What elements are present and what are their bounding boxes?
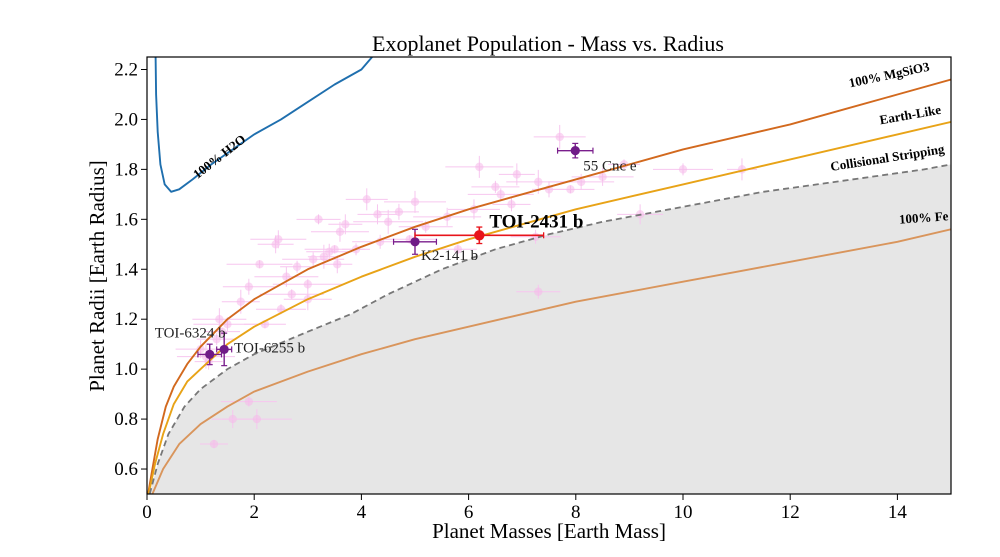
background-planet [373,210,382,219]
y-tick-label: 1.0 [114,359,138,380]
x-tick-label: 2 [249,502,259,523]
toi-2431-b-label: TOI-2431 b [489,211,583,232]
background-planet [453,245,463,254]
plot-frame [146,56,952,495]
highlight-planet [414,226,545,245]
x-tick-label: 12 [781,502,800,523]
55-cnc-e-point [570,146,580,156]
background-planet [212,334,221,344]
background-planet [491,182,500,192]
y-tick-label: 1.6 [114,209,138,230]
background-planet [319,252,329,261]
k2-141-b-point [410,237,420,247]
background-planet [236,297,245,306]
toi-2431-b-point [474,230,485,241]
background-planet [252,414,262,424]
y-tick-label: 2.2 [114,59,138,80]
x-tick-label: 4 [357,502,367,523]
background-planet [333,260,342,269]
background-planet [314,215,323,224]
background-planet [555,132,564,142]
composition-curves [147,57,951,494]
x-tick-label: 0 [142,502,152,523]
background-planet [292,262,302,271]
collisional-stripping-curve [148,163,951,494]
background-planet [534,287,543,296]
100pct-h2o-label: 100% H2O [190,131,248,181]
y-axis: 0.6 0.8 1.0 1.2 1.4 1.6 1.8 2.0 2.2 [114,59,147,480]
100pct-fe-curve [151,228,951,494]
background-planet [341,220,350,229]
background-planet [598,172,607,182]
background-planet [384,217,393,227]
x-tick-label: 8 [571,502,581,523]
x-tick-label: 14 [888,502,908,523]
background-planet [362,195,371,204]
x-axis-title: Planet Masses [Earth Mass] [432,519,666,543]
planet-labels: 55 Cnc e K2-141 b TOI-6324 b TOI-6255 b TOI-… [155,159,637,357]
100pct-mgsio3-label: 100% MgSiO3 [847,59,931,91]
y-tick-label: 1.8 [114,159,138,180]
background-planet [512,170,522,179]
k2-141-b-label: K2-141 b [421,248,478,264]
earth-like-label: Earth-Like [878,102,942,128]
x-tick-label: 10 [674,502,693,523]
background-planet [303,280,312,289]
background-planet [274,235,283,244]
background-planet [507,200,516,209]
background-planet [410,197,420,207]
background-planet [287,290,296,299]
labeled-planets [197,142,594,367]
chart-title: Exoplanet Population - Mass vs. Radius [372,31,724,56]
background-planet [244,397,254,406]
y-axis-title: Planet Radii [Earth Radius] [85,160,109,392]
background-planet [335,227,345,236]
y-tick-label: 0.6 [114,459,138,480]
background-planet [576,177,586,187]
x-tick-label: 6 [464,502,474,523]
toi-6255-b-point [219,344,229,355]
background-planets [175,124,757,449]
background-planet [678,165,688,174]
toi-6324-b-label: TOI-6324 b [155,325,226,341]
55-cnc-e-label: 55 Cnc e [583,159,637,175]
y-tick-label: 0.8 [114,409,138,430]
background-planet [330,245,339,254]
plot-area [147,57,951,494]
background-planet [534,177,543,187]
background-planet [209,439,219,449]
100pct-fe-label: 100% Fe [898,208,949,226]
y-tick-label: 1.4 [114,259,138,280]
toi-6324-b-point [205,349,215,360]
100pct-h2o-curve [154,57,373,193]
100pct-mgsio3-curve [147,78,951,494]
background-planet [496,190,505,199]
background-planet [244,282,254,291]
y-tick-label: 2.0 [114,109,138,130]
y-tick-label: 1.2 [114,309,138,330]
background-planet [282,272,291,281]
background-planet [196,344,205,354]
earth-like-curve [147,120,951,494]
x-axis: 0 2 4 6 8 10 12 14 [142,494,907,523]
background-planet [475,162,484,172]
toi-6255-b-label: TOI-6255 b [234,340,305,356]
background-planet [215,315,224,324]
background-planet [255,260,264,269]
background-planet [566,185,575,194]
collisional-stripping-region [149,164,951,494]
